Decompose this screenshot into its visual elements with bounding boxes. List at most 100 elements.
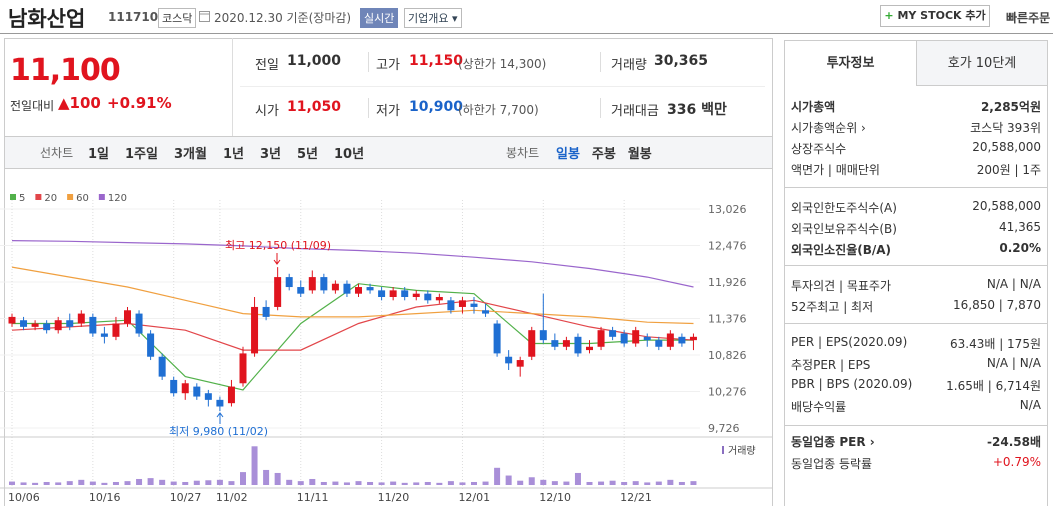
candle-tab[interactable]: 월봉 [627, 147, 652, 162]
volume-bar [505, 475, 512, 485]
candle-body [124, 310, 131, 324]
current-price: 11,100 [10, 53, 121, 88]
stat-label: 전일 [255, 58, 279, 73]
stats-sep [368, 52, 369, 72]
period-tab[interactable]: 3년 [259, 147, 281, 162]
candle-body [678, 336, 686, 344]
box-right [772, 38, 773, 506]
stat-label: 거래량 [611, 58, 647, 73]
volume-bar [309, 478, 316, 485]
candle-body [112, 323, 120, 337]
period-tab[interactable]: 1일 [88, 147, 110, 162]
period-label: 선차트 [40, 146, 74, 160]
candle-body [435, 296, 443, 301]
candle-body [401, 290, 409, 297]
volume-bar [124, 481, 131, 485]
x-tick-label: 11/11 [297, 491, 329, 504]
volume-bar [413, 482, 420, 485]
candle-body [158, 356, 166, 377]
info-label: 외국인한도주식수(A) [791, 201, 897, 215]
candle-body [378, 290, 386, 297]
candle-body [43, 323, 51, 331]
candle-body [89, 316, 97, 334]
y-tick-label: 11,376 [708, 313, 747, 326]
legend-swatch [67, 194, 74, 200]
x-tick-label: 10/16 [89, 491, 121, 504]
y-tick-label: 12,476 [708, 240, 747, 253]
period-tab[interactable]: 3개월 [173, 147, 207, 162]
candle-tab[interactable]: 주봉 [591, 147, 616, 162]
info-label: 외국인보유주식수(B) [791, 222, 897, 236]
candle-body [320, 277, 328, 291]
volume-bar [690, 481, 697, 485]
info-right [1047, 86, 1048, 506]
stat-value: 30,365 [654, 53, 709, 69]
change-pct: +0.91% [107, 94, 172, 112]
stock-code: 111710 [108, 10, 159, 24]
volume-bar [136, 478, 143, 485]
volume-bar [424, 481, 431, 485]
volume-bar [320, 481, 327, 485]
candle-body [343, 283, 351, 294]
candle-body [66, 320, 74, 327]
box-left [4, 38, 5, 506]
moving-average [11, 266, 694, 325]
volume-bar [20, 482, 27, 485]
candle-body [54, 320, 62, 331]
x-tick-label: 10/27 [170, 491, 202, 504]
volume-bar [286, 479, 293, 485]
volume-bar [678, 481, 685, 485]
volume-bar [644, 482, 651, 485]
quick-order[interactable]: 빠른주문 [1006, 11, 1051, 25]
tab-info[interactable]: 투자정보 [784, 40, 917, 86]
volume-bar [274, 472, 281, 485]
info-divider [784, 323, 1048, 324]
stat-value: 336 백만 [667, 102, 727, 118]
high-annotation: 최고 12,150 (11/09) [225, 239, 331, 252]
mystock-text: MY STOCK 추가 [897, 9, 986, 22]
candle-body [135, 313, 143, 334]
stat-label: 고가 [376, 58, 400, 73]
period-tab[interactable]: 10년 [334, 147, 365, 162]
info-divider [784, 425, 1048, 426]
info-value: -24.58배 [987, 435, 1041, 449]
volume-bar [551, 481, 558, 485]
info-value: 63.43배 | 175원 [949, 337, 1041, 351]
candle-body [366, 287, 374, 291]
candle-body [297, 287, 305, 294]
period-tab[interactable]: 1주일 [125, 147, 158, 162]
info-label: 상장주식수 [791, 142, 847, 156]
volume-bar [78, 479, 85, 485]
volume-bar [216, 479, 223, 485]
candle-body [528, 330, 536, 357]
info-divider [784, 187, 1048, 188]
candle-body [516, 360, 524, 367]
info-value: N/A | N/A [986, 356, 1041, 370]
period-tab[interactable]: 5년 [296, 147, 318, 162]
candle-body [609, 330, 617, 337]
volume-bar [297, 481, 304, 485]
realtime-button[interactable]: 실시간 [360, 8, 399, 28]
volume-bar [205, 480, 212, 485]
tab-quote[interactable]: 호가 10단계 [916, 40, 1048, 86]
volume-bar [147, 478, 154, 485]
volume-legend-swatch [722, 446, 724, 454]
info-value: N/A | N/A [986, 277, 1041, 291]
info-value: 20,588,000 [972, 199, 1041, 213]
legend-label: 5 [19, 193, 25, 204]
y-tick-label: 10,826 [708, 349, 747, 362]
volume-bar [401, 482, 408, 485]
candle-body [424, 293, 432, 301]
price-divider [232, 38, 233, 136]
candle-body [274, 277, 282, 307]
mystock-button[interactable]: + MY STOCK 추가 [880, 5, 990, 27]
candle-body [204, 393, 212, 400]
candle-body [470, 303, 478, 307]
period-tab[interactable]: 1년 [222, 147, 244, 162]
x-tick-label: 10/06 [8, 491, 40, 504]
company-button[interactable]: 기업개요 ▾ [404, 8, 462, 28]
box-top [4, 38, 772, 39]
volume-bar [240, 472, 246, 485]
stat-value: 10,900 [409, 99, 464, 115]
candle-tab[interactable]: 일봉 [556, 147, 580, 162]
